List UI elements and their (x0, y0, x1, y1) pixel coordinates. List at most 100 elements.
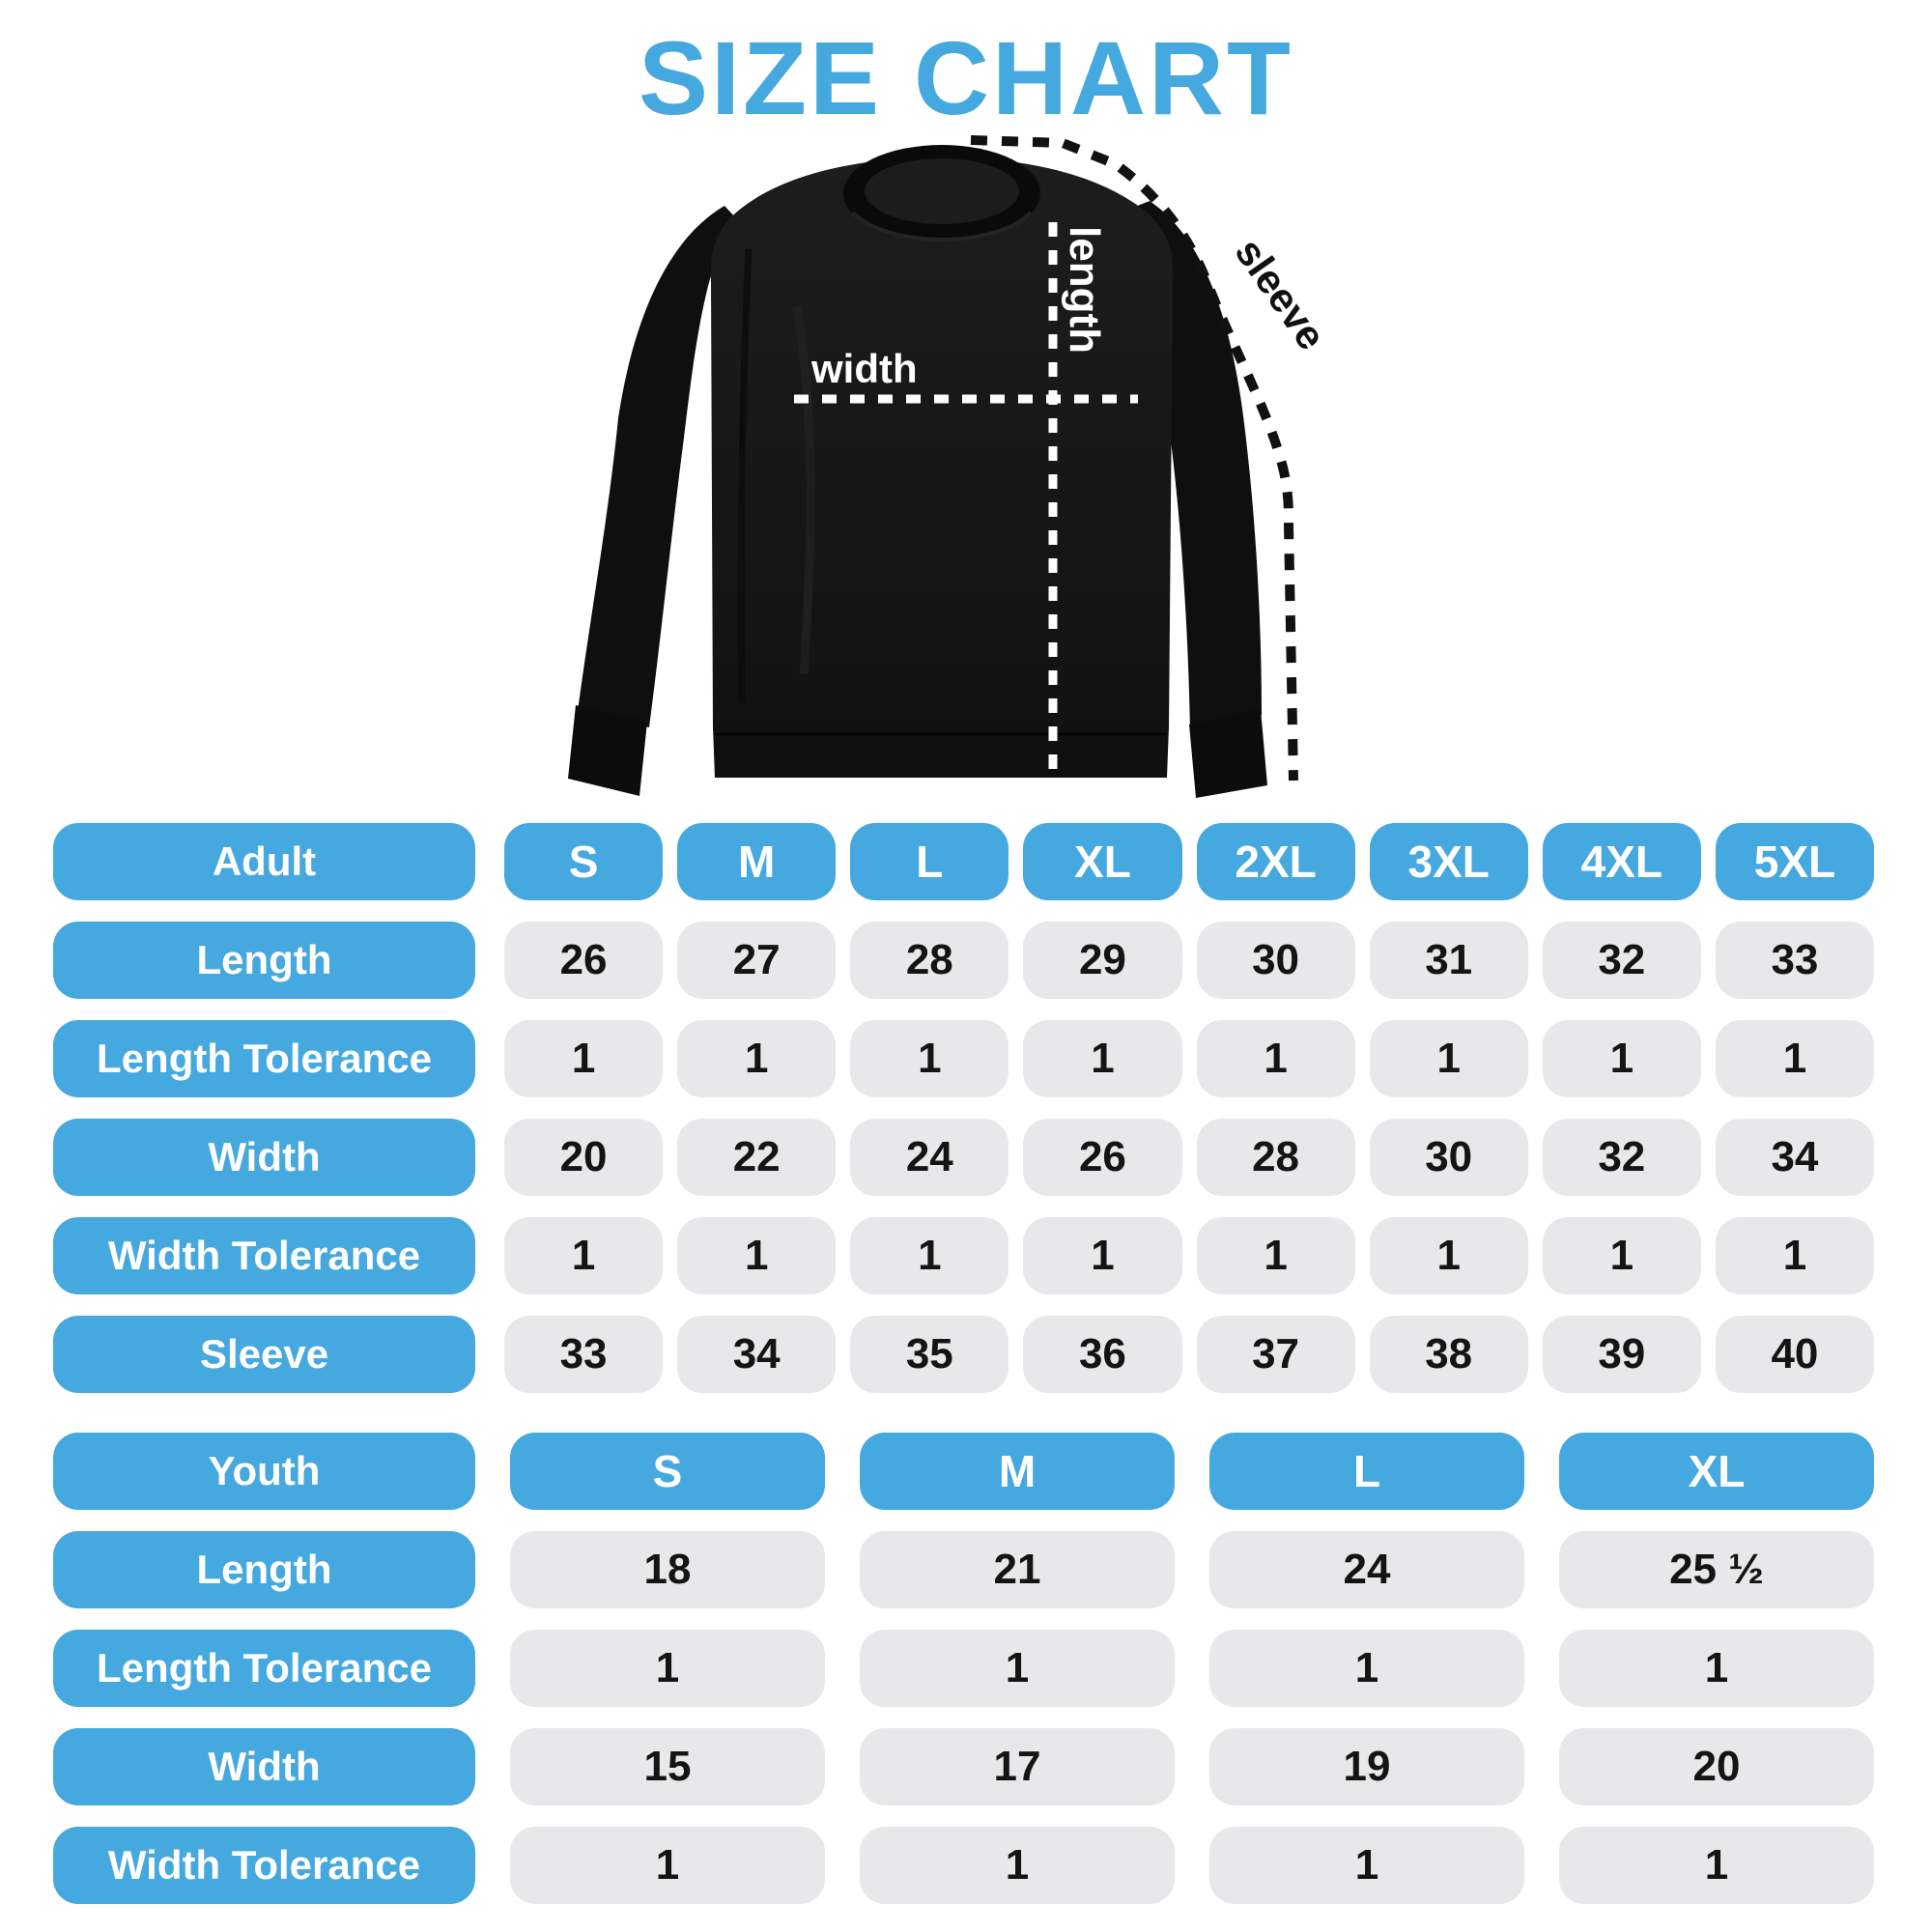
youth-size-table: Youth S M L XL Length 18 21 24 25 ½ Length Toleran… (53, 1433, 1874, 1925)
adult-width-tolerance-value-s: 1 (504, 1217, 664, 1294)
youth-length-tolerance-value-m: 1 (860, 1630, 1175, 1707)
youth-header-youth: Youth (53, 1433, 475, 1510)
adult-sleeve-value-m: 34 (677, 1316, 837, 1393)
youth-length-tolerance-value-l: 1 (1209, 1630, 1524, 1707)
adult-row-length: Length 26 27 28 29 30 31 32 33 (53, 922, 1874, 999)
adult-width-value-3xl: 30 (1369, 1119, 1528, 1196)
adult-width-value-s: 20 (504, 1119, 664, 1196)
youth-row-length: Length 18 21 24 25 ½ (53, 1531, 1874, 1608)
youth-length-value-m: 21 (860, 1531, 1175, 1608)
adult-width-value-m: 22 (677, 1119, 837, 1196)
length-label: length (1061, 226, 1108, 354)
adult-length-value-2xl: 30 (1196, 922, 1355, 999)
adult-header-m: M (677, 823, 837, 900)
adult-sleeve-value-5xl: 40 (1715, 1316, 1874, 1393)
adult-length-value-m: 27 (677, 922, 837, 999)
adult-width-tolerance-value-xl: 1 (1023, 1217, 1182, 1294)
youth-row-label-width: Width (53, 1728, 475, 1805)
youth-row-width-tolerance: Width Tolerance 1 1 1 1 (53, 1827, 1874, 1904)
adult-length-tolerance-value-l: 1 (850, 1020, 1009, 1097)
adult-sleeve-value-4xl: 39 (1542, 1316, 1701, 1393)
sleeve-label: sleeve (1227, 230, 1323, 357)
adult-header-xl: XL (1023, 823, 1182, 900)
adult-length-tolerance-value-3xl: 1 (1369, 1020, 1528, 1097)
adult-header-2xl: 2XL (1196, 823, 1355, 900)
youth-width-value-l: 19 (1209, 1728, 1524, 1805)
youth-width-tolerance-value-xl: 1 (1559, 1827, 1874, 1904)
sweatshirt-torso (710, 157, 1174, 730)
adult-width-value-l: 24 (850, 1119, 1009, 1196)
youth-row-length-tolerance: Length Tolerance 1 1 1 1 (53, 1630, 1874, 1707)
adult-sleeve-value-l: 35 (850, 1316, 1009, 1393)
sweatshirt-left-sleeve (578, 206, 736, 727)
adult-length-tolerance-value-m: 1 (677, 1020, 837, 1097)
adult-length-value-s: 26 (504, 922, 664, 999)
adult-width-tolerance-value-4xl: 1 (1542, 1217, 1701, 1294)
collar-seam (851, 211, 1033, 242)
adult-width-tolerance-value-3xl: 1 (1369, 1217, 1528, 1294)
adult-width-tolerance-value-m: 1 (677, 1217, 837, 1294)
youth-width-tolerance-value-l: 1 (1209, 1827, 1524, 1904)
adult-row-width: Width 20 22 24 26 28 30 32 34 (53, 1119, 1874, 1196)
adult-width-tolerance-value-5xl: 1 (1715, 1217, 1874, 1294)
youth-length-tolerance-value-xl: 1 (1559, 1630, 1874, 1707)
adult-row-label-length: Length (53, 922, 475, 999)
adult-row-label-width-tolerance: Width Tolerance (53, 1217, 475, 1294)
adult-width-value-4xl: 32 (1542, 1119, 1701, 1196)
youth-length-value-xl: 25 ½ (1559, 1531, 1874, 1608)
adult-header-l: L (850, 823, 1009, 900)
page-title: SIZE CHART (639, 19, 1293, 136)
adult-length-tolerance-value-5xl: 1 (1715, 1020, 1874, 1097)
youth-row-label-width-tolerance: Width Tolerance (53, 1827, 475, 1904)
adult-sleeve-value-xl: 36 (1023, 1316, 1182, 1393)
youth-row-label-length-tolerance: Length Tolerance (53, 1630, 475, 1707)
youth-table-header-row: Youth S M L XL (53, 1433, 1874, 1510)
youth-header-s: S (510, 1433, 825, 1510)
youth-width-tolerance-value-s: 1 (510, 1827, 825, 1904)
adult-header-5xl: 5XL (1715, 823, 1874, 900)
sweatshirt-left-cuff (568, 705, 647, 796)
youth-length-tolerance-value-s: 1 (510, 1630, 825, 1707)
adult-row-label-width: Width (53, 1119, 475, 1196)
youth-row-label-length: Length (53, 1531, 475, 1608)
adult-length-value-3xl: 31 (1369, 922, 1528, 999)
adult-length-tolerance-value-2xl: 1 (1196, 1020, 1355, 1097)
adult-length-value-4xl: 32 (1542, 922, 1701, 999)
width-label: width (810, 346, 918, 391)
youth-width-value-s: 15 (510, 1728, 825, 1805)
youth-length-value-l: 24 (1209, 1531, 1524, 1608)
fabric-fold (792, 306, 815, 675)
adult-header-s: S (504, 823, 664, 900)
youth-width-tolerance-value-m: 1 (860, 1827, 1175, 1904)
adult-header-adult: Adult (53, 823, 475, 900)
youth-width-value-xl: 20 (1559, 1728, 1874, 1805)
adult-row-sleeve: Sleeve 33 34 35 36 37 38 39 40 (53, 1316, 1874, 1393)
adult-length-tolerance-value-s: 1 (504, 1020, 664, 1097)
adult-length-value-5xl: 33 (1715, 922, 1874, 999)
adult-width-tolerance-value-2xl: 1 (1196, 1217, 1355, 1294)
adult-header-4xl: 4XL (1542, 823, 1701, 900)
adult-row-label-sleeve: Sleeve (53, 1316, 475, 1393)
adult-sleeve-value-2xl: 37 (1196, 1316, 1355, 1393)
youth-header-xl: XL (1559, 1433, 1874, 1510)
adult-length-value-xl: 29 (1023, 922, 1182, 999)
youth-row-width: Width 15 17 19 20 (53, 1728, 1874, 1805)
adult-sleeve-value-3xl: 38 (1369, 1316, 1528, 1393)
youth-header-l: L (1209, 1433, 1524, 1510)
fabric-fold (737, 248, 753, 704)
sweatshirt-diagram-svg: width length sleeve (568, 135, 1323, 798)
youth-length-value-s: 18 (510, 1531, 825, 1608)
adult-table-header-row: Adult S M L XL 2XL 3XL 4XL 5XL (53, 823, 1874, 900)
adult-row-width-tolerance: Width Tolerance 1 1 1 1 1 1 1 1 (53, 1217, 1874, 1294)
adult-length-value-l: 28 (850, 922, 1009, 999)
sweatshirt-right-cuff (1189, 709, 1267, 798)
adult-length-tolerance-value-4xl: 1 (1542, 1020, 1701, 1097)
adult-width-value-2xl: 28 (1196, 1119, 1355, 1196)
adult-header-3xl: 3XL (1369, 823, 1528, 900)
youth-width-value-m: 17 (860, 1728, 1175, 1805)
adult-width-tolerance-value-l: 1 (850, 1217, 1009, 1294)
adult-row-label-length-tolerance: Length Tolerance (53, 1020, 475, 1097)
adult-sleeve-value-s: 33 (504, 1316, 664, 1393)
adult-width-value-xl: 26 (1023, 1119, 1182, 1196)
adult-row-length-tolerance: Length Tolerance 1 1 1 1 1 1 1 1 (53, 1020, 1874, 1097)
